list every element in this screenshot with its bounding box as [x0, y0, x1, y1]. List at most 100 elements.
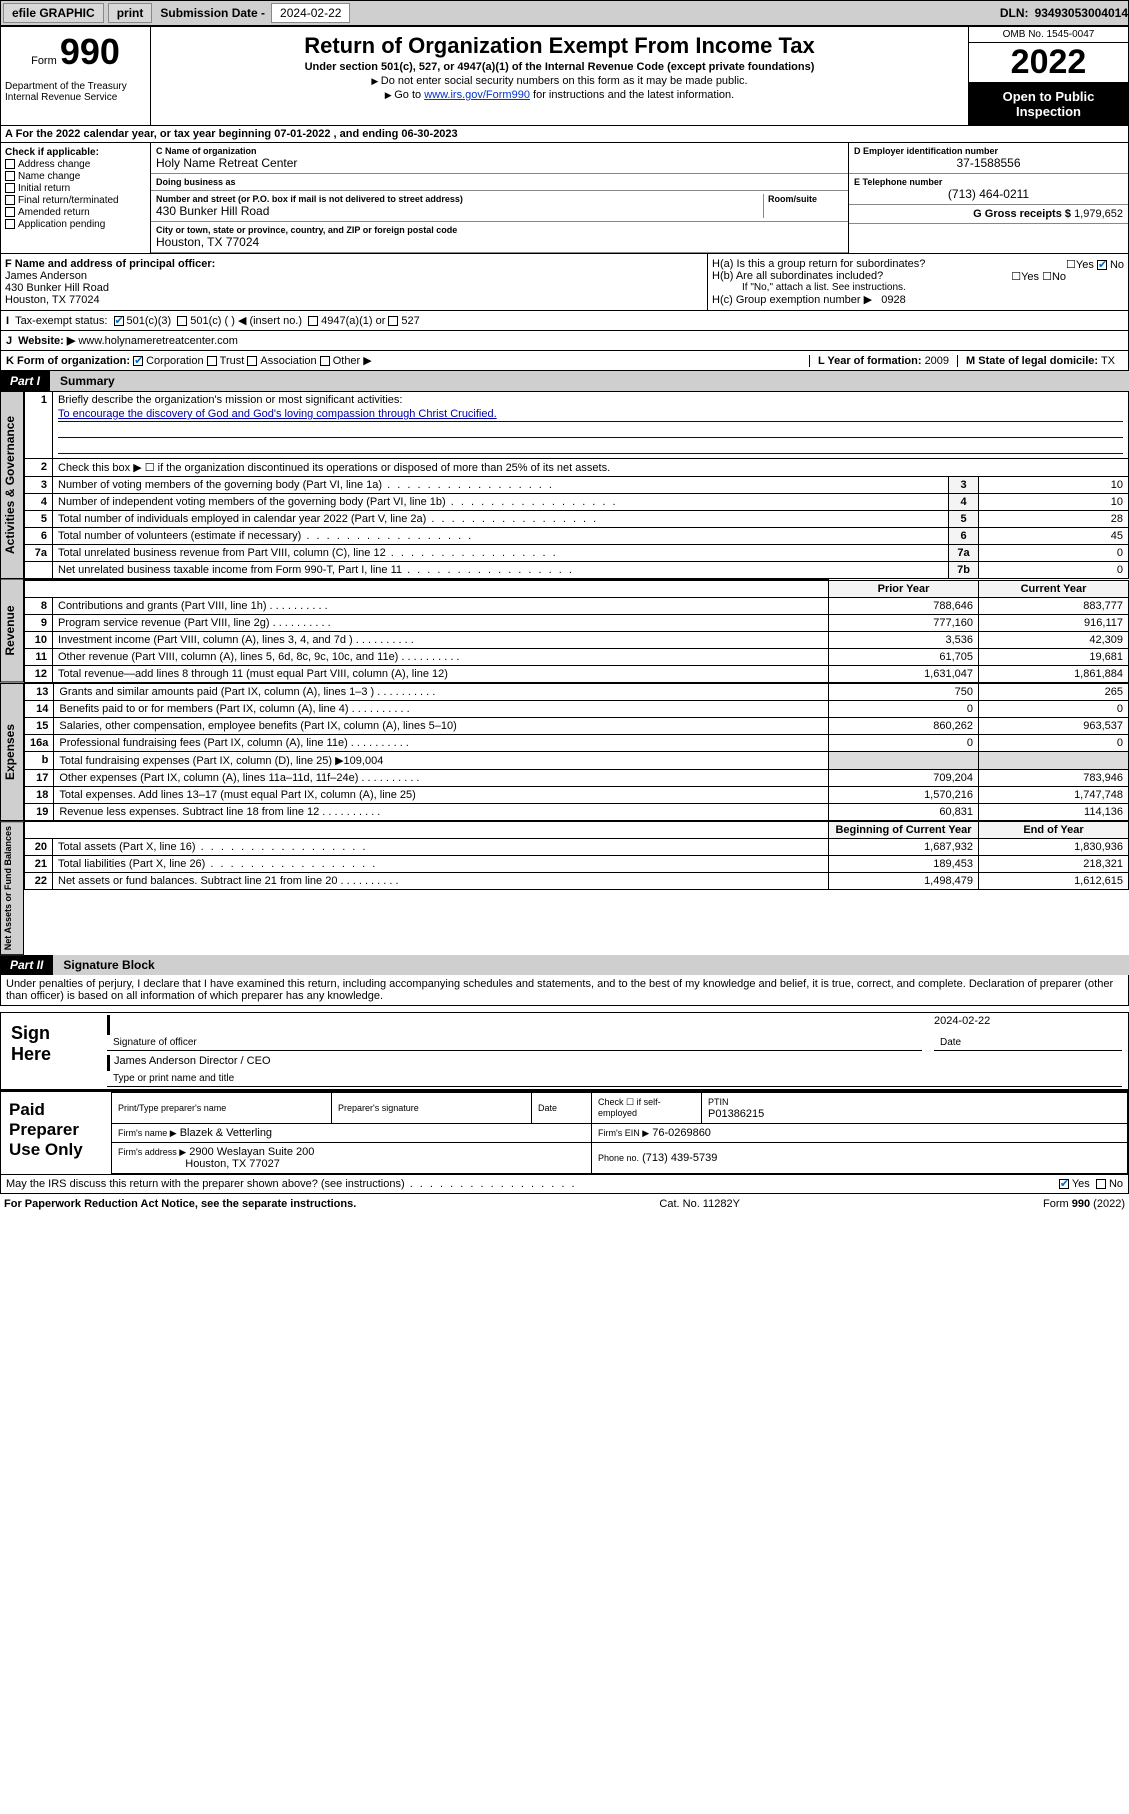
firm-addr: 2900 Weslayan Suite 200: [189, 1146, 314, 1158]
chk-501c3[interactable]: [114, 316, 124, 326]
phone-lbl: E Telephone number: [854, 177, 1123, 187]
net-22: Net assets or fund balances. Subtract li…: [53, 872, 829, 889]
paid-preparer-block: Paid Preparer Use Only Print/Type prepar…: [0, 1091, 1129, 1175]
chk-pending[interactable]: Application pending: [5, 219, 146, 230]
page-footer: For Paperwork Reduction Act Notice, see …: [0, 1194, 1129, 1214]
sig-date-lbl: Date: [934, 1035, 1122, 1051]
gov-row-3: Number of voting members of the governin…: [53, 477, 949, 494]
mission-lbl: Briefly describe the organization's miss…: [58, 394, 402, 406]
net-21: Total liabilities (Part X, line 26): [53, 855, 829, 872]
tax-year: 2022: [969, 43, 1128, 83]
firm-ein: 76-0269860: [652, 1127, 711, 1139]
phone: (713) 464-0211: [854, 187, 1123, 201]
footer-right: Form 990 (2022): [1043, 1198, 1125, 1210]
hdr-bcy: Beginning of Current Year: [829, 821, 979, 838]
form-word: Form: [31, 55, 57, 67]
city-lbl: City or town, state or province, country…: [156, 225, 843, 235]
chk-other[interactable]: [320, 356, 330, 366]
gross-lbl: G Gross receipts $: [973, 208, 1071, 220]
officer-addr2: Houston, TX 77024: [5, 294, 703, 306]
chk-527[interactable]: [388, 316, 398, 326]
firm-name-lbl: Firm's name ▶: [118, 1128, 177, 1138]
perjury-declaration: Under penalties of perjury, I declare th…: [0, 975, 1129, 1006]
exp-18: Total expenses. Add lines 13–17 (must eq…: [54, 786, 829, 803]
section-b: Check if applicable: Address change Name…: [1, 143, 151, 253]
efile-button[interactable]: efile GRAPHIC: [3, 3, 104, 23]
chk-amended[interactable]: Amended return: [5, 207, 146, 218]
form-number: 990: [60, 31, 120, 72]
rev-9: Program service revenue (Part VIII, line…: [53, 614, 829, 631]
state-domicile: TX: [1101, 355, 1115, 367]
hdr-current-year: Current Year: [979, 580, 1129, 597]
discuss-text: May the IRS discuss this return with the…: [6, 1178, 577, 1190]
section-i: I Tax-exempt status: 501(c)(3) 501(c) ( …: [0, 311, 1129, 331]
officer-group-block: F Name and address of principal officer:…: [0, 254, 1129, 311]
omb-number: OMB No. 1545-0047: [969, 27, 1128, 43]
sig-name-lbl: Type or print name and title: [107, 1071, 1122, 1087]
form-title: Return of Organization Exempt From Incom…: [155, 33, 964, 59]
exp-13: Grants and similar amounts paid (Part IX…: [54, 683, 829, 700]
yof-lbl: L Year of formation:: [818, 355, 922, 367]
chk-final[interactable]: Final return/terminated: [5, 195, 146, 206]
prep-name-lbl: Print/Type preparer's name: [118, 1103, 226, 1113]
hdr-eoy: End of Year: [979, 821, 1129, 838]
exp-19: Revenue less expenses. Subtract line 18 …: [54, 803, 829, 820]
chk-name[interactable]: Name change: [5, 171, 146, 182]
vl-activities: Activities & Governance: [0, 391, 24, 579]
addr-lbl: Number and street (or P.O. box if mail i…: [156, 194, 763, 204]
firm-phone-lbl: Phone no.: [598, 1153, 639, 1163]
gov-row-6: Total number of volunteers (estimate if …: [53, 528, 949, 545]
part1-title: Summary: [50, 371, 1129, 391]
chk-4947[interactable]: [308, 316, 318, 326]
net-20: Total assets (Part X, line 16): [53, 838, 829, 855]
chk-assoc[interactable]: [247, 356, 257, 366]
prep-date-lbl: Date: [538, 1103, 557, 1113]
room-lbl: Room/suite: [768, 194, 843, 204]
officer-sig-name: James Anderson Director / CEO: [107, 1055, 1122, 1071]
sig-officer-lbl: Signature of officer: [107, 1035, 922, 1051]
part1-header: Part I Summary: [0, 371, 1129, 391]
exp-16b: Total fundraising expenses (Part IX, col…: [54, 751, 829, 769]
sa-pre: For the 2022 calendar year, or tax year …: [16, 128, 275, 140]
open-to-public: Open to Public Inspection: [969, 83, 1128, 125]
chk-trust[interactable]: [207, 356, 217, 366]
sig-date: 2024-02-22: [934, 1015, 1122, 1035]
discuss-yes[interactable]: [1059, 1179, 1069, 1189]
exp-15: Salaries, other compensation, employee b…: [54, 717, 829, 734]
chk-corp[interactable]: [133, 356, 143, 366]
ptin-lbl: PTIN: [708, 1097, 729, 1107]
instr-link: Go to www.irs.gov/Form990 for instructio…: [155, 89, 964, 101]
rev-11: Other revenue (Part VIII, column (A), li…: [53, 648, 829, 665]
discuss-no[interactable]: [1096, 1179, 1106, 1189]
rev-10: Investment income (Part VIII, column (A)…: [53, 631, 829, 648]
hdr-prior-year: Prior Year: [829, 580, 979, 597]
dln-value: 93493053004014: [1035, 6, 1128, 20]
firm-name: Blazek & Vetterling: [180, 1127, 272, 1139]
footer-mid: Cat. No. 11282Y: [659, 1198, 740, 1210]
website-lbl: Website: ▶: [18, 334, 75, 347]
gross-receipts: 1,979,652: [1074, 208, 1123, 220]
mission-text: To encourage the discovery of God and Go…: [58, 408, 1123, 422]
part2-tag: Part II: [0, 955, 53, 975]
firm-phone: (713) 439-5739: [642, 1152, 717, 1164]
print-button[interactable]: print: [108, 3, 153, 23]
website: www.holynameretreatcenter.com: [78, 335, 238, 347]
instr-ssn: Do not enter social security numbers on …: [155, 75, 964, 87]
part2-title: Signature Block: [53, 955, 1129, 975]
officer-name: James Anderson: [5, 270, 703, 282]
discuss-row: May the IRS discuss this return with the…: [0, 1175, 1129, 1194]
hb-note: If "No," attach a list. See instructions…: [712, 282, 1124, 293]
irs-link[interactable]: www.irs.gov/Form990: [424, 89, 530, 101]
sa-mid: , and ending: [334, 128, 402, 140]
chk-address[interactable]: Address change: [5, 159, 146, 170]
firm-ein-lbl: Firm's EIN ▶: [598, 1128, 649, 1138]
part2-header: Part II Signature Block: [0, 955, 1129, 975]
ptin: P01386215: [708, 1108, 764, 1120]
gov-row-7b: Net unrelated business taxable income fr…: [53, 562, 949, 579]
h-c: H(c) Group exemption number ▶ 0928: [712, 293, 1124, 306]
chk-501c[interactable]: [177, 316, 187, 326]
gov-row-4: Number of independent voting members of …: [53, 494, 949, 511]
firm-addr-lbl: Firm's address ▶: [118, 1147, 186, 1157]
ha-no-check[interactable]: [1097, 260, 1107, 270]
chk-initial[interactable]: Initial return: [5, 183, 146, 194]
